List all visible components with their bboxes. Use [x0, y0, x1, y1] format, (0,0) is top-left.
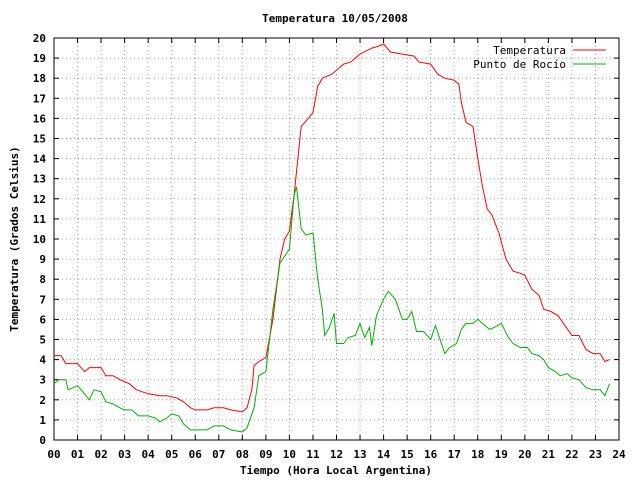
x-tick-label: 23 [589, 448, 602, 461]
x-tick-label: 05 [165, 448, 178, 461]
x-tick-label: 15 [401, 448, 414, 461]
x-tick-label: 14 [377, 448, 391, 461]
y-tick-label: 15 [33, 133, 46, 146]
x-tick-label: 01 [71, 448, 85, 461]
x-tick-label: 04 [142, 448, 156, 461]
x-tick-label: 02 [94, 448, 107, 461]
y-tick-label: 14 [33, 153, 47, 166]
x-tick-label: 00 [47, 448, 60, 461]
y-tick-label: 19 [33, 52, 46, 65]
x-tick-label: 08 [236, 448, 249, 461]
x-tick-label: 20 [518, 448, 531, 461]
y-tick-label: 3 [39, 374, 46, 387]
y-tick-label: 12 [33, 193, 46, 206]
series-line-0 [54, 43, 610, 413]
x-tick-label: 17 [448, 448, 461, 461]
y-tick-label: 4 [39, 354, 46, 367]
x-tick-label: 19 [495, 448, 508, 461]
x-tick-label: 21 [542, 448, 556, 461]
grid [54, 38, 619, 440]
y-tick-label: 10 [33, 233, 46, 246]
y-tick-label: 11 [33, 213, 47, 226]
x-tick-label: 10 [283, 448, 296, 461]
x-tick-label: 09 [259, 448, 272, 461]
x-tick-label: 22 [565, 448, 578, 461]
y-tick-label: 8 [39, 273, 46, 286]
y-tick-label: 0 [39, 434, 46, 447]
x-tick-label: 13 [353, 448, 366, 461]
x-axis-label: Tiempo (Hora Local Argentina) [240, 464, 432, 477]
y-tick-label: 17 [33, 92, 46, 105]
y-tick-label: 18 [33, 72, 46, 85]
y-tick-label: 7 [39, 293, 46, 306]
y-tick-label: 9 [39, 253, 46, 266]
x-tick-label: 11 [306, 448, 320, 461]
x-tick-label: 07 [212, 448, 225, 461]
x-tick-label: 18 [471, 448, 484, 461]
y-axis-label: Temperatura (Grados Celsius) [8, 146, 21, 331]
x-tick-label: 24 [612, 448, 626, 461]
y-tick-label: 5 [39, 334, 46, 347]
chart-title: Temperatura 10/05/2008 [262, 12, 408, 25]
y-tick-label: 6 [39, 313, 46, 326]
series-line-1 [53, 186, 611, 433]
x-tick-label: 06 [189, 448, 203, 461]
y-tick-label: 16 [33, 112, 47, 125]
series-layer [53, 43, 611, 433]
y-tick-label: 2 [39, 394, 46, 407]
legend-label-1: Punto de Rocío [473, 58, 566, 71]
y-tick-label: 1 [39, 414, 46, 427]
y-tick-label: 13 [33, 173, 46, 186]
x-tick-label: 12 [330, 448, 343, 461]
y-tick-label: 20 [33, 32, 46, 45]
legend-label-0: Temperatura [493, 44, 566, 57]
axis-ticks: 00 01 02 03 04 05 06 07 08 09 10 11 12 13 14 15 16 17 18 19… [33, 32, 626, 461]
x-tick-label: 16 [424, 448, 438, 461]
x-tick-label: 03 [118, 448, 131, 461]
